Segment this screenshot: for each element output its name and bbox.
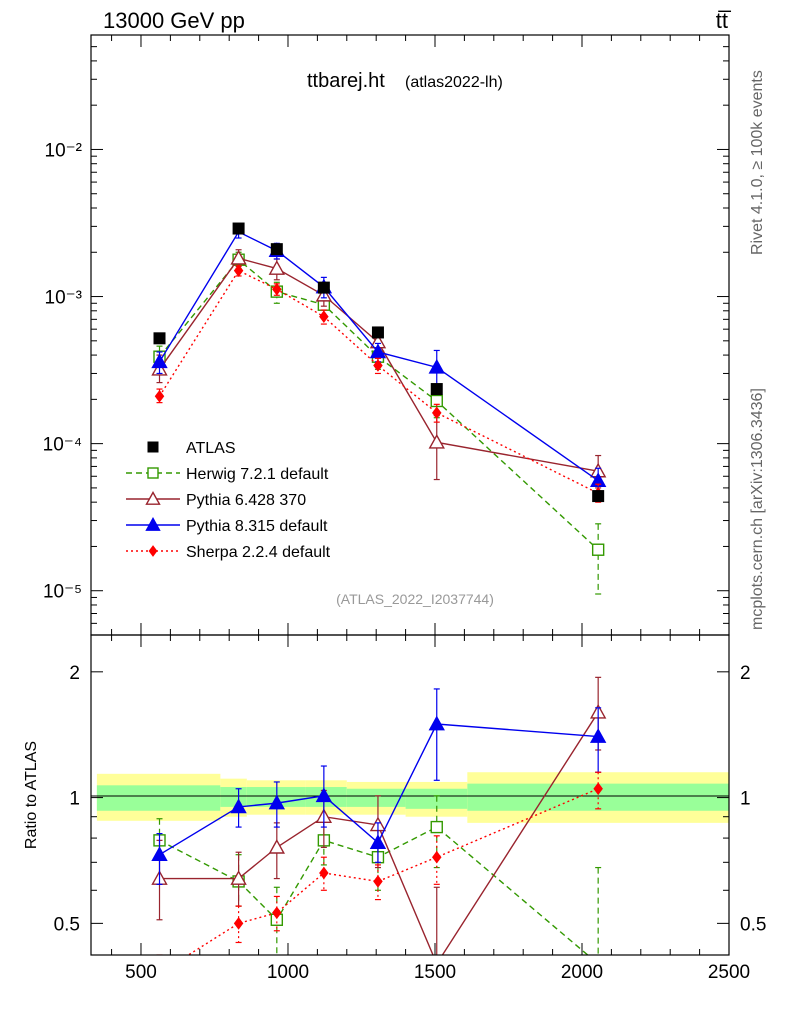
ratio-sherpa-2-2-4-default-series: [156, 771, 603, 955]
legend-entry: Sherpa 2.2.4 default: [126, 544, 331, 561]
legend-entry: Pythia 8.315 default: [126, 517, 328, 535]
legend-marker: [145, 491, 161, 505]
ratio-y-tick-label-right: 0.5: [740, 914, 766, 935]
main-herwig-7-2-1-default-marker: [430, 394, 443, 408]
uncertainty-band-inner: [346, 788, 406, 807]
main-sherpa-2-2-4-default-marker: [233, 264, 244, 277]
ratio-y-tick-label-right: 1: [740, 789, 751, 810]
main-sherpa-2-2-4-default-marker: [154, 389, 165, 403]
main-sherpa-2-2-4-default-marker: [272, 282, 282, 296]
y-tick-label: 10⁻³: [45, 288, 83, 309]
ratio-y-tick-label: 0.5: [54, 914, 80, 935]
atlas-data-point: [232, 222, 245, 235]
ratio-y-tick-label: 2: [69, 663, 80, 684]
main-pythia-6-428-370-marker: [428, 433, 445, 449]
atlas-data-series: [153, 222, 605, 503]
ratio-y-tick-label-right: 2: [740, 663, 751, 684]
x-tick-label: 1500: [414, 962, 456, 983]
legend-label: Pythia 8.315 default: [186, 518, 328, 535]
ratio-y-tick-label: 1: [69, 789, 80, 810]
ratio-panel: 0.5 0.51 12 2500 1000 1500 2000 2500 Ratio to A…: [23, 634, 766, 983]
x-tick-label: 2500: [708, 962, 750, 983]
ratio-pythia-6-428-370-marker: [268, 838, 286, 854]
ratio-pythia-8-315-default-marker: [315, 787, 333, 803]
x-tick-label: 1000: [267, 962, 309, 983]
atlas-data-point: [317, 281, 330, 294]
mcplots-label: mcplots.cern.ch [arXiv:1306.3436]: [749, 388, 766, 630]
legend-marker: [145, 517, 161, 531]
legend-marker: [147, 467, 159, 479]
y-tick-label: 10⁻⁵: [43, 582, 82, 603]
ratio-pythia-8-315-default-series: [151, 688, 607, 885]
main-pythia-8-315-default-marker: [369, 343, 387, 359]
ratio-pythia-8-315-default-marker: [428, 715, 445, 731]
ratio-pythia-8-315-default-marker: [151, 846, 168, 861]
legend-label: Herwig 7.2.1 default: [186, 466, 329, 483]
main-pythia-8-315-default-marker: [589, 472, 607, 487]
legend-entry: Pythia 6.428 370: [126, 491, 306, 509]
ratio-axes: 0.5 0.51 12 2500 1000 1500 2000 2500: [54, 635, 766, 983]
ratio-sherpa-2-2-4-default-marker: [233, 917, 244, 930]
ratio-sherpa-2-2-4-default-marker: [373, 875, 383, 888]
main-sherpa-2-2-4-default-marker: [319, 310, 329, 323]
main-herwig-7-2-1-default-series: [153, 251, 605, 595]
main-pythia-8-315-default-marker: [151, 353, 168, 369]
atlas-data-point: [592, 490, 605, 503]
ratio-herwig-7-2-1-default-marker: [430, 820, 443, 834]
y-tick-label: 10⁻⁴: [43, 435, 82, 456]
uncertainty-band-inner: [220, 787, 247, 807]
ratio-pythia-6-428-370-series: [151, 676, 607, 955]
ratio-bands-layer: [96, 772, 729, 823]
legend-label: Sherpa 2.2.4 default: [186, 544, 331, 561]
uncertainty-band-inner: [96, 785, 221, 811]
main-panel: 10⁻⁵ 10⁻⁴ 10⁻³ 10⁻² ttbarej.ht (atlas2022-l…: [43, 34, 730, 636]
legend-label: Pythia 6.428 370: [186, 492, 306, 509]
legend-label: ATLAS: [186, 440, 236, 457]
main-sherpa-2-2-4-default-marker: [432, 406, 442, 420]
main-pythia-6-428-370-marker: [268, 260, 286, 275]
atlas-data-point: [153, 332, 166, 345]
legend-entry-atlas: ATLAS: [147, 440, 236, 457]
ratio-pythia-6-428-370-marker: [230, 870, 247, 885]
energy-label: 13000 GeV pp: [103, 8, 245, 33]
main-series-layer: [151, 222, 607, 595]
atlas-data-point: [270, 243, 283, 256]
main-sherpa-2-2-4-default-marker: [373, 359, 383, 372]
atlas-data-point: [371, 326, 384, 339]
ratio-pythia-8-315-default-marker: [230, 798, 247, 814]
ratio-sherpa-2-2-4-default-marker: [593, 782, 603, 796]
main-pythia-6-428-370-marker: [230, 249, 247, 265]
legend: ATLAS Herwig 7.2.1 default Pythia 6.428 37…: [126, 440, 331, 561]
ratio-sherpa-2-2-4-default-marker: [272, 906, 282, 920]
main-herwig-7-2-1-default-marker: [591, 543, 605, 556]
x-tick-label: 2000: [561, 962, 603, 983]
atlas-data-point: [430, 383, 443, 396]
ratio-sherpa-2-2-4-default-marker: [319, 866, 329, 880]
process-label: tt̅: [716, 8, 732, 33]
y-tick-label: 10⁻²: [45, 140, 83, 161]
ratio-pythia-8-315-default-marker: [369, 834, 387, 849]
chart-subtitle: (atlas2022-lh): [405, 74, 503, 91]
legend-marker-atlas: [147, 441, 159, 453]
x-tick-label: 500: [125, 962, 157, 983]
main-axes: 10⁻⁵ 10⁻⁴ 10⁻³ 10⁻²: [43, 34, 730, 635]
ratio-ylabel: Ratio to ATLAS: [23, 741, 40, 849]
ratio-series-layer: [151, 676, 607, 955]
main-sherpa-2-2-4-default-line: [158, 269, 599, 494]
legend-entry: Herwig 7.2.1 default: [126, 466, 329, 483]
chart-title: ttbarej.ht: [307, 70, 385, 92]
ratio-frame: [90, 634, 730, 956]
analysis-watermark: (ATLAS_2022_I2037744): [336, 591, 494, 607]
ratio-pythia-8-315-default-marker: [589, 728, 607, 743]
main-pythia-8-315-default-marker: [428, 358, 445, 374]
legend-marker: [148, 545, 158, 557]
ratio-pythia-8-315-default-marker: [268, 794, 286, 810]
ratio-sherpa-2-2-4-default-marker: [432, 850, 442, 864]
rivet-version-label: Rivet 4.1.0, ≥ 100k events: [749, 70, 766, 255]
